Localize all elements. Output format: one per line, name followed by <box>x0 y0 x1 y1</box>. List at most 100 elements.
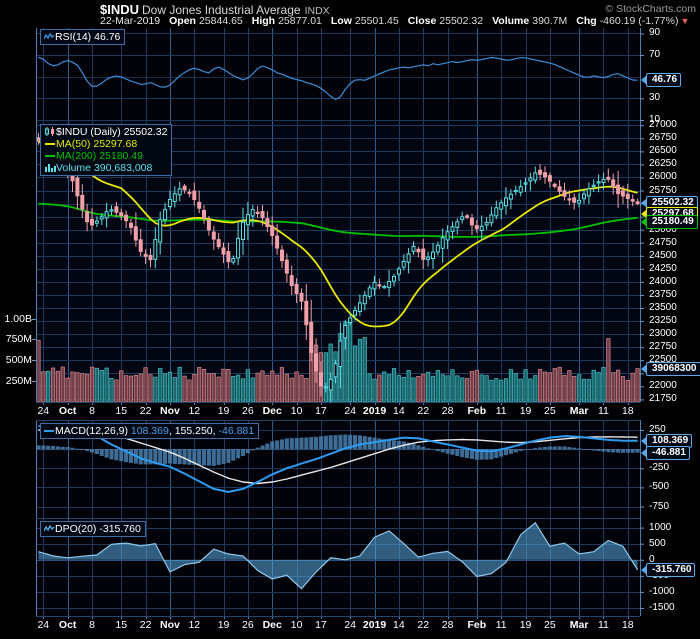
xaxis-bottom-label-19: 19 <box>519 619 532 631</box>
price-ytick-26000: 26000 <box>649 171 677 183</box>
rsi-icon <box>44 33 55 41</box>
price-legend-row-ma50: MA(50) 25297.68 <box>45 138 167 150</box>
price-legend-label-ma200: MA(200) <box>56 150 97 162</box>
price-ma200-flag-pointer <box>641 218 646 227</box>
chg-value: -460.19 (-1.77%) <box>599 15 679 27</box>
price-legend-label-ma50: MA(50) <box>56 138 91 150</box>
high-value: 25877.01 <box>278 15 322 27</box>
xaxis-top-label-25: 25 <box>544 405 556 417</box>
xaxis-bottom-label-26: 26 <box>242 619 254 631</box>
xaxis-bottom-label-12: 12 <box>188 619 201 631</box>
price-ytick-27000: 27000 <box>649 119 677 131</box>
price-ytick-23000: 23000 <box>649 328 677 340</box>
xaxis-bottom-label-2019: 2019 <box>362 619 387 631</box>
ma200-line-icon <box>45 152 56 160</box>
macd-ytick--250: -250 <box>649 462 670 474</box>
xaxis-top-label-22: 22 <box>139 405 152 417</box>
xaxis-top-label-17: 17 <box>315 405 327 417</box>
price-ytick-24750: 24750 <box>649 236 677 248</box>
price-ytick-24000: 24000 <box>649 275 677 287</box>
xaxis-top-label-14: 14 <box>393 405 405 417</box>
price-legend-row-indu: $INDU (Daily) 25502.32 <box>45 126 167 138</box>
chart-header: $INDU Dow Jones Industrial Average INDX © … <box>0 0 700 28</box>
xaxis-bottom-label-11: 11 <box>598 619 609 631</box>
price-ytick-24250: 24250 <box>649 262 677 274</box>
volume-label: Volume <box>492 15 530 27</box>
ma50-line-icon <box>45 140 56 148</box>
xaxis-top-label-nov: Nov <box>160 405 180 417</box>
xaxis-bottom-label-19: 19 <box>217 619 230 631</box>
xaxis-bottom-label-oct: Oct <box>58 619 77 631</box>
xaxis-bottom-label-25: 25 <box>544 619 556 631</box>
xaxis-bottom-label-22: 22 <box>417 619 430 631</box>
xaxis-top-label-22: 22 <box>417 405 430 417</box>
quote-line: 22-Mar-2019 Open 25844.65 High 25877.01 Low 25… <box>100 15 689 27</box>
symbol-ticker: $INDU <box>100 2 140 17</box>
price-legend-label-volume: Volume <box>56 162 92 174</box>
xaxis-top-label-feb: Feb <box>467 405 487 417</box>
xaxis-bottom-label-dec: Dec <box>262 619 282 631</box>
macd-value-flag-pointer <box>641 436 646 445</box>
price-ma200-flag: 25180.49 <box>646 215 698 230</box>
xaxis-bottom-label-28: 28 <box>441 619 454 631</box>
price-close-flag-pointer <box>641 199 646 208</box>
macd-legend-name: MACD(12,26,9) <box>55 425 128 437</box>
xaxis-bottom-label-14: 14 <box>393 619 405 631</box>
macd-hist-flag: -46.881 <box>646 445 690 460</box>
dpo-legend-name: DPO(20) <box>55 523 97 535</box>
volume-value-flag-pointer <box>641 365 646 374</box>
price-ytick-22000: 22000 <box>649 380 677 392</box>
xaxis-top-label-19: 19 <box>217 405 230 417</box>
macd-legend: MACD(12,26,9) 108.369, 155.250, -46.881 <box>40 423 260 439</box>
xaxis-top-label-11: 11 <box>598 405 609 417</box>
xaxis-top-label-10: 10 <box>290 405 303 417</box>
volume-ytick-1.00B: 1.00B <box>4 312 32 325</box>
xaxis-bottom-label-nov: Nov <box>160 619 180 631</box>
price-ytick-26250: 26250 <box>649 158 677 170</box>
volume-ytick-750M: 750M <box>5 333 32 346</box>
rsi-value-flag-pointer <box>641 76 646 85</box>
price-ytick-21750: 21750 <box>649 393 677 405</box>
candle-icon <box>45 127 56 136</box>
price-ytick-25000: 25000 <box>649 223 677 235</box>
exchange-label: INDX <box>304 5 330 17</box>
volume-ytick-250M: 250M <box>5 375 32 388</box>
symbol-name: Dow Jones Industrial Average <box>142 3 301 17</box>
rsi-value-flag: 46.76 <box>646 73 682 88</box>
xaxis-top-label-24: 24 <box>344 405 357 417</box>
volume-value: 390.7M <box>532 15 568 27</box>
xaxis-top-label-19: 19 <box>519 405 532 417</box>
xaxis-bottom-label-11: 11 <box>495 619 507 631</box>
macd-hist-flag-pointer <box>641 448 646 457</box>
xaxis-top-label-18: 18 <box>621 405 634 417</box>
price-legend-row-ma200: MA(200) 25180.49 <box>45 150 167 162</box>
xaxis-top-label-24: 24 <box>37 405 50 417</box>
title-line: $INDU Dow Jones Industrial Average INDX <box>100 1 330 19</box>
xaxis-top-label-2019: 2019 <box>362 405 387 417</box>
xaxis-top-label-oct: Oct <box>58 405 77 417</box>
xaxis-top-label-26: 26 <box>242 405 254 417</box>
xaxis-top-label-28: 28 <box>441 405 454 417</box>
volume-ytick-500M: 500M <box>5 354 32 367</box>
xaxis-bottom-label-mar: Mar <box>569 619 589 631</box>
dpo-ytick--1500: -1500 <box>649 601 675 613</box>
xaxis-bottom-label-24: 24 <box>344 619 357 631</box>
xaxis-bottom-label-18: 18 <box>621 619 634 631</box>
macd-legend-value2: 155.250 <box>174 425 213 437</box>
dpo-legend: DPO(20) -315.760 <box>40 521 146 537</box>
macd-ytick--500: -500 <box>649 481 670 493</box>
price-legend-value-ma200: 25180.49 <box>99 150 143 162</box>
xaxis-bottom-label-feb: Feb <box>467 619 487 631</box>
price-legend-value-volume: 390,683,008 <box>93 162 153 174</box>
macd-legend-value3: -46.881 <box>218 425 255 437</box>
xaxis-top-label-15: 15 <box>115 405 128 417</box>
volume-value-flag: 39068300 <box>646 362 700 377</box>
dpo-value-flag-pointer <box>641 565 646 574</box>
price-ytick-22750: 22750 <box>649 341 677 353</box>
chg-down-arrow: ▼ <box>680 16 690 26</box>
price-legend-value-ma50: 25297.68 <box>93 138 138 150</box>
price-ytick-25750: 25750 <box>649 184 677 196</box>
price-ytick-23500: 23500 <box>649 302 677 313</box>
xaxis-top-label-dec: Dec <box>262 405 282 417</box>
